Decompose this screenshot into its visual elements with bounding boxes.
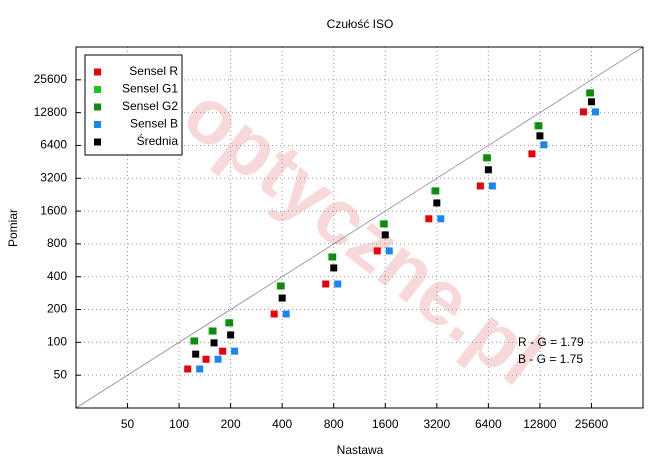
point <box>425 215 433 223</box>
point <box>433 199 441 207</box>
point <box>282 310 290 318</box>
legend-label: Średnia <box>137 133 179 148</box>
x-tick-label: 3200 <box>423 417 450 431</box>
point <box>591 108 599 116</box>
point <box>483 154 491 162</box>
x-tick-label: 25600 <box>575 417 609 431</box>
point <box>373 247 381 255</box>
point <box>196 365 204 373</box>
x-tick-label: 1600 <box>372 417 399 431</box>
plot-frame <box>75 46 644 409</box>
point <box>184 365 192 373</box>
point <box>528 150 536 158</box>
point <box>214 355 222 363</box>
point <box>334 280 342 288</box>
point <box>540 141 548 149</box>
point <box>329 253 337 261</box>
legend-marker <box>94 138 101 146</box>
watermark: optyczne.pl <box>168 68 560 401</box>
point <box>322 280 330 288</box>
point <box>385 247 393 255</box>
y-tick-label: 50 <box>54 367 68 381</box>
x-tick-label: 12800 <box>523 417 557 431</box>
legend-marker <box>94 121 101 128</box>
legend-label: Sensel G1 <box>122 82 178 96</box>
point <box>227 331 235 339</box>
annotation: R - G = 1.79 <box>518 335 584 349</box>
point <box>219 347 227 355</box>
point <box>437 215 445 223</box>
y-tick-label: 12800 <box>34 105 68 119</box>
legend-marker <box>94 103 101 111</box>
y-axis-label: Pomiar <box>6 209 20 247</box>
point <box>380 220 388 228</box>
legend-label: Sensel R <box>129 64 178 78</box>
chart-title: Czułość ISO <box>327 17 394 31</box>
annotation: B - G = 1.75 <box>518 352 583 366</box>
point <box>381 231 389 239</box>
y-tick-label: 1600 <box>40 203 67 217</box>
x-tick-label: 400 <box>272 417 292 431</box>
point <box>330 264 338 272</box>
point <box>210 339 218 347</box>
point <box>277 282 285 290</box>
legend-label: Sensel B <box>130 117 178 131</box>
legend-marker <box>94 68 101 76</box>
legend-marker <box>94 86 101 93</box>
point <box>488 182 496 190</box>
point <box>278 294 286 302</box>
point <box>536 132 544 140</box>
x-tick-label: 200 <box>221 417 241 431</box>
y-tick-label: 800 <box>47 236 67 250</box>
y-tick-label: 3200 <box>40 170 67 184</box>
point <box>579 108 587 116</box>
x-tick-label: 800 <box>324 417 344 431</box>
y-tick-label: 6400 <box>40 138 67 152</box>
point <box>587 98 595 106</box>
point <box>586 89 594 97</box>
point <box>535 122 543 130</box>
point <box>270 310 278 318</box>
point <box>432 187 440 195</box>
point <box>209 327 217 335</box>
y-tick-label: 100 <box>47 335 67 349</box>
point <box>484 166 492 174</box>
point <box>202 355 210 363</box>
y-tick-label: 400 <box>47 269 67 283</box>
x-tick-label: 6400 <box>475 417 502 431</box>
point <box>192 350 200 358</box>
point <box>231 347 239 355</box>
x-tick-label: 50 <box>121 417 135 431</box>
y-tick-label: 200 <box>47 302 67 316</box>
point <box>476 182 484 190</box>
reference-line <box>75 46 644 409</box>
x-axis-label: Nastawa <box>337 443 384 457</box>
y-tick-label: 25600 <box>34 72 68 86</box>
point <box>191 337 199 345</box>
legend-box <box>84 54 183 156</box>
point <box>226 319 234 327</box>
x-tick-label: 100 <box>169 417 189 431</box>
legend-label: Sensel G2 <box>122 99 178 113</box>
